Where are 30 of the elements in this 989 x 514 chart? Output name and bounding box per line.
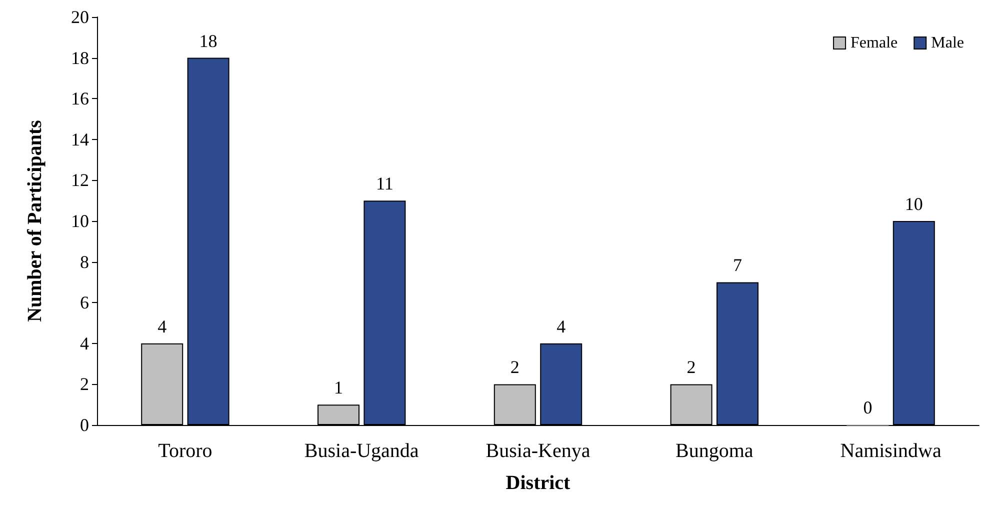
x-tick-label: Busia-Uganda (304, 440, 419, 462)
y-tick-label: 10 (71, 211, 89, 231)
data-label: 2 (510, 357, 520, 378)
y-tick-label: 18 (71, 48, 89, 68)
data-label: 1 (334, 378, 343, 398)
y-tick-label: 8 (80, 252, 89, 272)
legend-label: Male (931, 34, 964, 52)
data-label: 18 (199, 30, 218, 51)
x-tick-label: Tororo (158, 440, 212, 462)
data-label: 7 (733, 255, 742, 276)
y-tick-label: 0 (80, 415, 89, 435)
data-label: 4 (158, 316, 167, 336)
data-label: 2 (686, 357, 696, 378)
x-tick-label: Namisindwa (840, 440, 942, 462)
x-tick-label: Busia-Kenya (486, 440, 590, 462)
data-label: 10 (904, 194, 923, 214)
y-tick-label: 12 (71, 170, 89, 190)
y-tick-label: 2 (80, 374, 89, 394)
y-tick-label: 14 (71, 129, 89, 150)
y-tick-label: 16 (71, 88, 89, 109)
y-tick-label: 6 (80, 292, 89, 313)
y-tick-label: 4 (80, 333, 89, 354)
x-tick-label: Bungoma (676, 440, 754, 462)
data-label: 0 (863, 398, 872, 418)
data-label: 4 (556, 316, 566, 336)
data-label: 11 (376, 174, 394, 194)
x-axis-title: District (506, 472, 571, 494)
y-axis-title: Number of Participants (24, 120, 46, 322)
legend-label: Female (850, 34, 898, 52)
y-tick-label: 20 (71, 7, 89, 27)
